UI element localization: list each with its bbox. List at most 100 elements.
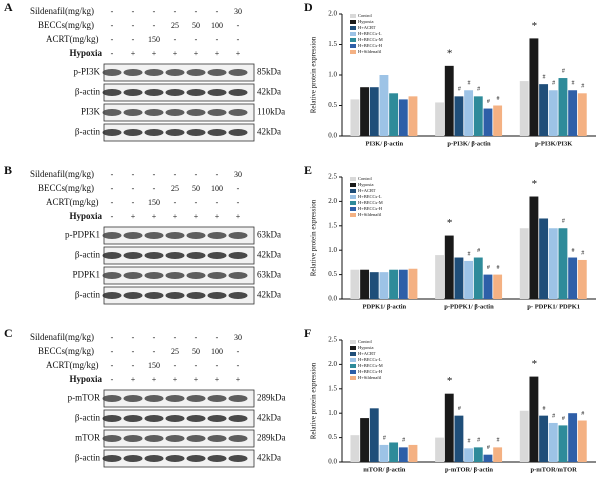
panel-label: F — [304, 326, 311, 340]
band-label: PDPK1 — [72, 270, 100, 280]
legend-swatch — [350, 376, 356, 380]
blot-band — [123, 415, 143, 422]
y-tick-label: 0.0 — [328, 295, 337, 303]
legend-swatch — [350, 352, 356, 356]
blot-band — [207, 395, 227, 402]
significance-mark: # — [542, 406, 545, 412]
lane-sign: - — [195, 361, 198, 370]
y-tick-label: 1.0 — [328, 246, 337, 254]
bar — [529, 196, 539, 299]
lane-sign: - — [132, 170, 135, 179]
band-label: mTOR — [75, 433, 100, 443]
lane-sign: - — [153, 21, 156, 30]
blot-band — [165, 129, 185, 136]
significance-mark: # — [458, 406, 461, 412]
band-label: β-actin — [75, 127, 101, 137]
significance-mark: * — [532, 20, 538, 32]
y-tick-label: 0.5 — [328, 101, 337, 109]
significance-mark: # — [402, 438, 405, 444]
y-axis-label: Relative protein expression — [310, 36, 318, 113]
bar — [379, 272, 389, 299]
blot-band — [102, 129, 122, 136]
y-tick-label: 2.5 — [328, 173, 337, 181]
legend-label: Hypoxia — [358, 19, 374, 24]
lane-sign: - — [111, 198, 114, 207]
bar — [408, 444, 418, 462]
bar — [558, 78, 568, 136]
legend-swatch — [350, 207, 356, 211]
legend-swatch — [350, 201, 356, 205]
blot-band — [228, 232, 248, 239]
significance-mark: * — [532, 178, 538, 190]
blot-band — [144, 252, 164, 259]
bar — [539, 84, 549, 136]
bar — [577, 259, 587, 299]
band-label: PI3K — [81, 107, 101, 117]
bar — [473, 257, 483, 299]
band-size: 42kDa — [257, 453, 281, 463]
lane-sign: 50 — [192, 347, 200, 356]
lane-sign: + — [173, 49, 178, 58]
blot-band — [165, 435, 185, 442]
significance-mark: # — [562, 68, 565, 74]
lane-sign: 25 — [171, 21, 179, 30]
bar — [379, 444, 389, 462]
bar — [350, 99, 360, 136]
blot-band — [186, 129, 206, 136]
blot-band — [207, 129, 227, 136]
significance-mark: # — [487, 265, 490, 271]
bar — [379, 75, 389, 136]
lane-sign: 150 — [148, 198, 160, 207]
lane-sign: 150 — [148, 35, 160, 44]
blot-band — [228, 252, 248, 259]
y-tick-label: 0.0 — [328, 132, 337, 140]
bar — [360, 418, 370, 462]
bar — [408, 96, 418, 136]
significance-mark: # — [477, 87, 480, 93]
legend-label: H+BECCs-L — [358, 357, 382, 362]
blot-band — [165, 292, 185, 299]
x-tick-label: p-mTOR/mTOR — [530, 466, 577, 473]
lane-sign: - — [111, 333, 114, 342]
significance-mark: * — [447, 47, 453, 59]
blot-band — [102, 415, 122, 422]
blot-band — [207, 415, 227, 422]
panel-label: D — [304, 0, 313, 14]
band-label: p-PI3K — [74, 67, 101, 77]
band-size: 42kDa — [257, 127, 281, 137]
blot-band — [186, 395, 206, 402]
lane-sign: 100 — [211, 184, 223, 193]
y-tick-label: 1.5 — [328, 384, 337, 392]
panel-label: A — [4, 0, 13, 14]
bar — [558, 228, 568, 299]
x-tick-label: p- PDPK1/ PDPK1 — [527, 303, 580, 310]
lane-sign: - — [237, 35, 240, 44]
bar — [435, 437, 445, 462]
lane-sign: + — [194, 49, 199, 58]
bar — [464, 260, 474, 299]
blot-band — [207, 272, 227, 279]
lane-sign: - — [174, 198, 177, 207]
y-tick-label: 0.5 — [328, 433, 337, 441]
bar — [454, 257, 464, 299]
bar — [369, 408, 379, 462]
legend-label: Control — [358, 13, 373, 18]
treatment-label: ACRT(mg/kg) — [46, 34, 98, 44]
lane-sign: 150 — [148, 361, 160, 370]
blot-band — [102, 292, 122, 299]
legend-label: H+BECCs-H — [358, 369, 383, 374]
significance-mark: # — [468, 251, 471, 257]
significance-mark: * — [447, 217, 453, 229]
blot-band — [144, 89, 164, 96]
blot-band — [186, 415, 206, 422]
significance-mark: # — [477, 438, 480, 444]
lane-sign: 25 — [171, 347, 179, 356]
legend-swatch — [350, 20, 356, 24]
blot-band — [123, 272, 143, 279]
significance-mark: # — [383, 435, 386, 441]
y-tick-label: 2.5 — [328, 336, 337, 344]
lane-sign: - — [132, 198, 135, 207]
blot-band — [207, 455, 227, 462]
bar — [539, 218, 549, 299]
lane-sign: - — [132, 184, 135, 193]
